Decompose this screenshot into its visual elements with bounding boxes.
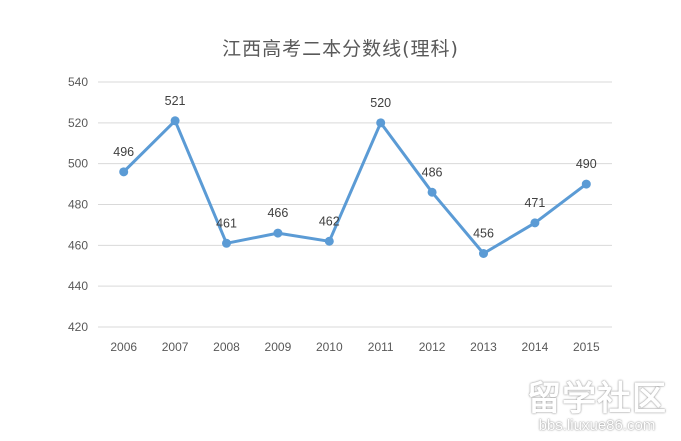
x-tick-label: 2009 xyxy=(265,340,292,354)
watermark-logo: 留学社区 bbs.liuxue86.com xyxy=(522,380,672,434)
data-label: 521 xyxy=(165,94,186,108)
y-tick-label: 520 xyxy=(68,116,88,130)
x-tick-label: 2013 xyxy=(470,340,497,354)
x-tick-label: 2008 xyxy=(213,340,240,354)
x-tick-label: 2015 xyxy=(573,340,600,354)
x-tick-label: 2010 xyxy=(316,340,343,354)
data-point-marker xyxy=(170,116,180,126)
chart-title: 江西高考二本分数线(理科) xyxy=(222,38,459,60)
x-tick-label: 2007 xyxy=(162,340,189,354)
data-point-marker xyxy=(427,187,437,197)
data-label: 486 xyxy=(422,165,443,179)
x-tick-label: 2014 xyxy=(522,340,549,354)
y-tick-label: 480 xyxy=(68,198,88,212)
data-point-marker xyxy=(324,236,334,246)
data-label: 490 xyxy=(576,157,597,171)
y-tick-label: 500 xyxy=(68,157,88,171)
x-axis-ticks: 2006 2007 2008 2009 2010 2011 2012 2013 2014 2015 xyxy=(110,340,600,354)
data-point-marker xyxy=(119,167,129,177)
data-point-marker xyxy=(222,238,231,248)
data-label: 466 xyxy=(267,206,288,220)
gridlines xyxy=(98,81,612,328)
data-label: 461 xyxy=(216,216,237,230)
data-label: 471 xyxy=(524,196,545,210)
data-point-marker xyxy=(479,249,488,258)
watermark-title: 留学社区 xyxy=(527,379,667,419)
y-tick-label: 540 xyxy=(68,75,88,89)
data-point-marker xyxy=(273,228,283,238)
series-line xyxy=(122,119,588,255)
y-tick-label: 440 xyxy=(68,279,88,293)
x-tick-label: 2012 xyxy=(419,340,446,354)
data-label: 456 xyxy=(473,227,494,241)
x-tick-label: 2006 xyxy=(110,340,137,354)
watermark-url: bbs.liuxue86.com xyxy=(538,417,656,434)
data-label: 520 xyxy=(370,96,391,110)
data-label: 462 xyxy=(319,214,340,228)
y-axis-ticks: 420 440 460 480 500 520 540 xyxy=(68,75,88,334)
x-tick-label: 2011 xyxy=(368,340,394,354)
data-label: 496 xyxy=(113,145,134,159)
y-tick-label: 460 xyxy=(68,238,88,252)
data-point-marker xyxy=(376,118,386,128)
data-labels: 496 521 461 466 462 520 486 456 471 490 xyxy=(113,94,597,241)
data-point-marker xyxy=(581,179,591,189)
data-series-line xyxy=(119,116,591,258)
y-tick-label: 420 xyxy=(68,320,88,334)
data-point-marker xyxy=(530,218,540,228)
